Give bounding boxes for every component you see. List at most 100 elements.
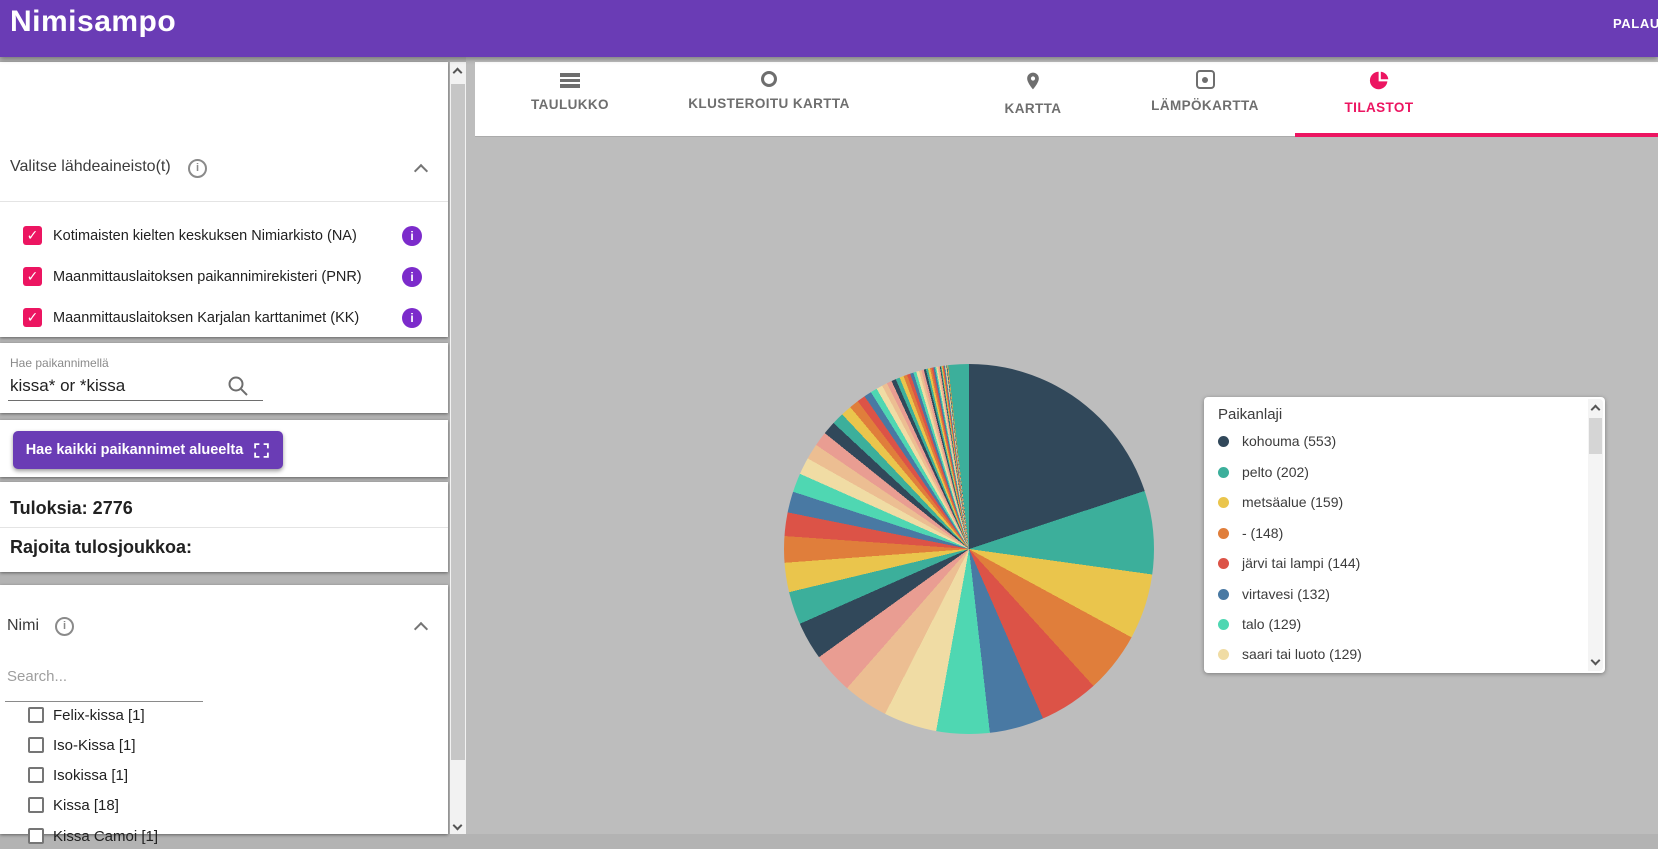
legend-dot [1218,527,1229,539]
checkbox-unchecked[interactable] [28,737,44,753]
sources-panel-title: Valitse lähdeaineisto(t) [10,158,171,175]
cluster-ring-icon [761,71,777,87]
legend-item[interactable]: pelto (202) [1218,461,1568,483]
tab-tilastot[interactable]: TILASTOT [1284,70,1474,132]
legend-label: metsäalue (159) [1242,494,1344,510]
view-tabs: TAULUKKO KLUSTEROITU KARTTA KARTTA LÄMPÖ… [475,62,1658,137]
facet-label: Felix-kissa [1] [53,707,145,724]
facet-label: Isokissa [1] [53,767,129,784]
legend-item[interactable]: - (148) [1218,522,1568,544]
feedback-link[interactable]: PALAUTE [1613,16,1658,31]
checkbox-checked[interactable]: ✓ [23,267,42,286]
search-icon[interactable] [226,374,250,398]
facet-label: Iso-Kissa [1] [53,737,136,754]
facet-row: Felix-kissa [1] [0,706,300,728]
scroll-up-icon[interactable] [1590,404,1601,415]
info-icon[interactable]: i [55,617,74,636]
legend-dot [1218,557,1229,569]
legend-dot [1218,618,1229,630]
tab-kartta[interactable]: KARTTA [938,70,1128,132]
facet-label: Kissa [18] [53,797,119,814]
pie-chart[interactable] [784,364,1154,734]
legend-dot [1218,588,1229,600]
source-row: ✓ Kotimaisten kielten keskuksen Nimiarki… [0,224,448,248]
collapse-chevron-icon[interactable] [413,621,429,637]
name-facet-panel: Nimi i Search... Felix-kissa [1] Iso-Kis… [0,585,448,845]
table-icon [560,73,580,88]
input-underline [5,701,203,702]
sources-panel: Valitse lähdeaineisto(t) i ✓ Kotimaisten… [0,62,448,369]
checkbox-unchecked[interactable] [28,828,44,844]
legend-dot [1218,466,1229,478]
tab-label: KARTTA [1004,101,1062,116]
info-icon[interactable]: i [402,308,422,328]
info-icon[interactable]: i [188,159,207,178]
facet-search-input[interactable]: Search... [7,668,68,685]
checkbox-unchecked[interactable] [28,767,44,783]
source-row: ✓ Maanmittauslaitoksen paikannimirekiste… [0,265,448,289]
checkbox-checked[interactable]: ✓ [23,226,42,245]
legend-title: Paikanlaji [1218,406,1283,423]
scroll-up-icon[interactable] [452,67,463,78]
legend-scrollbar[interactable] [1588,399,1603,671]
map-pin-icon [1027,72,1039,90]
divider [0,527,448,528]
tab-lampokartta[interactable]: LÄMPÖKARTTA [1105,70,1305,132]
info-icon[interactable]: i [402,267,422,287]
results-count: Tuloksia: 2776 [10,498,133,518]
chart-legend: Paikanlaji kohouma (553) pelto (202) met… [1204,397,1605,673]
legend-label: pelto (202) [1242,464,1309,480]
input-underline [8,400,263,401]
legend-item[interactable]: saari tai luoto (129) [1218,643,1568,665]
checkbox-unchecked[interactable] [28,707,44,723]
source-label: Maanmittauslaitoksen paikannimirekisteri… [53,269,362,285]
tab-taulukko[interactable]: TAULUKKO [485,70,655,132]
facet-label: Kissa Camoi [1] [53,828,159,845]
legend-label: talo (129) [1242,616,1302,632]
search-area-button-label: Hae kaikki paikannimet alueelta [25,442,244,458]
heatmap-icon [1195,70,1215,89]
search-field-label: Hae paikannimellä [10,356,109,370]
results-panel: Tuloksia: 2776 Rajoita tulosjoukkoa: [0,482,448,572]
pie-chart-icon [1369,71,1388,90]
app-title: Nimisampo [10,5,177,38]
info-icon[interactable]: i [402,226,422,246]
legend-label: - (148) [1242,525,1284,541]
tab-label: TAULUKKO [531,96,609,112]
legend-item[interactable]: metsäalue (159) [1218,491,1568,513]
collapse-chevron-icon[interactable] [413,163,429,179]
search-area-button[interactable]: Hae kaikki paikannimet alueelta [13,431,283,469]
source-label: Maanmittauslaitoksen Karjalan karttanime… [53,310,360,326]
scrollbar-thumb[interactable] [1589,418,1602,454]
legend-dot [1218,648,1229,660]
sidebar-scrollbar[interactable] [450,62,466,834]
legend-item[interactable]: virtavesi (132) [1218,583,1568,605]
checkbox-unchecked[interactable] [28,797,44,813]
legend-label: saari tai luoto (129) [1242,646,1362,662]
scrollbar-thumb[interactable] [451,84,465,760]
divider [0,201,448,202]
legend-label: kohouma (553) [1242,433,1337,449]
fullscreen-corners-icon [254,442,270,458]
placename-search-input[interactable]: kissa* or *kissa [10,376,126,395]
tab-klusteroitu-kartta[interactable]: KLUSTEROITU KARTTA [649,70,889,132]
source-row: ✓ Maanmittauslaitoksen Karjalan karttani… [0,306,448,330]
legend-item[interactable]: järvi tai lampi (144) [1218,552,1568,574]
area-search-panel: Hae kaikki paikannimet alueelta [0,420,448,477]
legend-item[interactable]: talo (129) [1218,613,1568,635]
scroll-down-icon[interactable] [1590,655,1601,666]
legend-dot [1218,496,1229,508]
checkbox-checked[interactable]: ✓ [23,308,42,327]
tab-label: TILASTOT [1344,100,1414,115]
legend-item[interactable]: kohouma (553) [1218,430,1568,452]
source-label: Kotimaisten kielten keskuksen Nimiarkist… [53,228,357,244]
tab-label: KLUSTEROITU KARTTA [688,96,850,111]
facet-row: Isokissa [1] [0,766,300,788]
tab-label: LÄMPÖKARTTA [1151,98,1259,113]
limit-results-heading: Rajoita tulosjoukkoa: [10,537,193,557]
facet-row: Kissa Camoi [1] [0,827,300,849]
scroll-down-icon[interactable] [452,820,463,831]
legend-label: virtavesi (132) [1242,586,1330,602]
legend-label: järvi tai lampi (144) [1242,555,1361,571]
name-facet-title: Nimi [7,617,39,634]
